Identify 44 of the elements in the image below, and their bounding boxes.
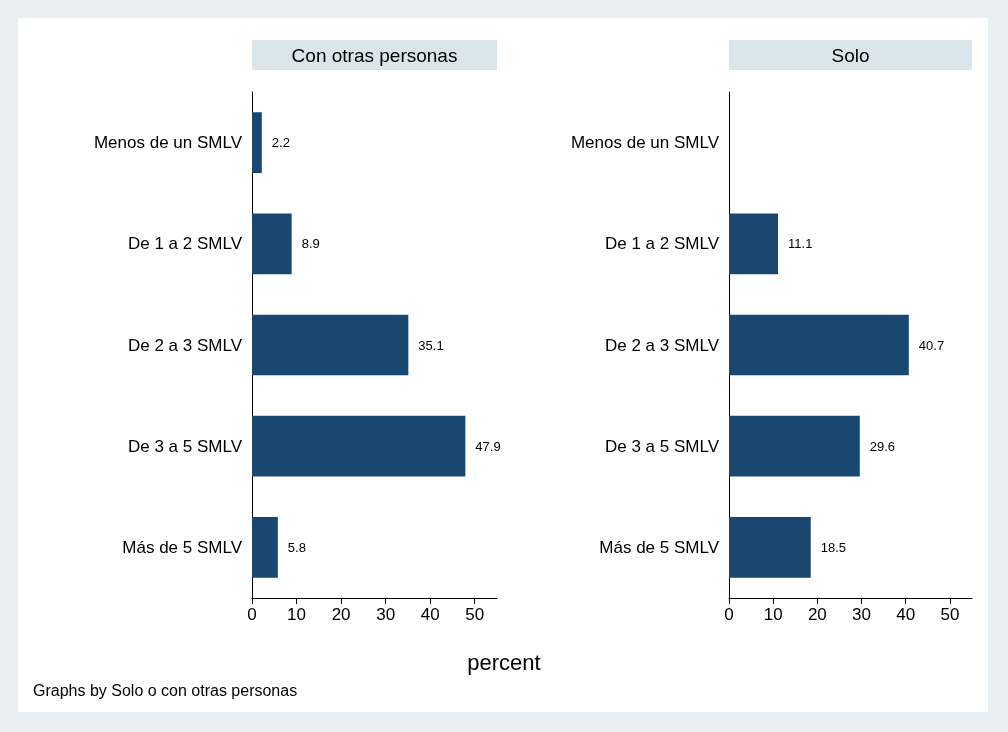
bar [729,517,811,578]
y-tick-label: De 3 a 5 SMLV [127,436,243,456]
x-tick-label: 10 [763,605,783,624]
bar [252,213,292,275]
data-label: 18.5 [820,539,847,555]
y-tick-label: Menos de un SMLV [570,133,720,153]
x-tick-label: 40 [420,605,440,624]
data-label: 40.7 [918,337,945,353]
bar [729,213,779,275]
x-tick-label: 30 [852,605,872,624]
x-tick-label: 0 [724,605,734,624]
y-tick-label: De 2 a 3 SMLV [127,335,243,355]
text: Graphs by Solo o con otras personas [33,682,298,700]
data-label: 2.2 [271,135,290,151]
data-label: 5.8 [287,539,306,555]
x-tick-label: 10 [287,605,307,624]
x-axis-title: percent [466,650,542,676]
data-label: 29.6 [869,438,896,454]
data-label: 8.9 [301,236,320,252]
y-tick-label: Más de 5 SMLV [122,537,243,557]
y-tick-label: Más de 5 SMLV [599,537,720,557]
x-tick-label: 30 [376,605,396,624]
chart-title: Solo [831,44,870,66]
x-tick-label: 20 [807,605,827,624]
x-tick-label: 40 [896,605,916,624]
y-tick-label: Menos de un SMLV [93,133,243,153]
bar [252,517,278,578]
bar [729,415,860,477]
y-tick-label: De 1 a 2 SMLV [127,234,243,254]
bar [729,314,909,376]
data-label: 11.1 [788,236,813,252]
x-tick-label: 0 [247,605,257,624]
chart-title: Con otras personas [291,44,458,66]
bar [252,112,262,173]
data-label: 47.9 [475,438,501,454]
bar [252,314,409,376]
bar [252,415,466,477]
y-tick-label: De 1 a 2 SMLV [604,234,720,254]
y-tick-label: De 2 a 3 SMLV [604,335,720,355]
x-tick-label: 20 [331,605,351,624]
x-tick-label: 50 [940,605,960,624]
y-tick-label: De 3 a 5 SMLV [604,436,720,456]
x-tick-label: 50 [465,605,485,624]
data-label: 35.1 [418,337,444,353]
